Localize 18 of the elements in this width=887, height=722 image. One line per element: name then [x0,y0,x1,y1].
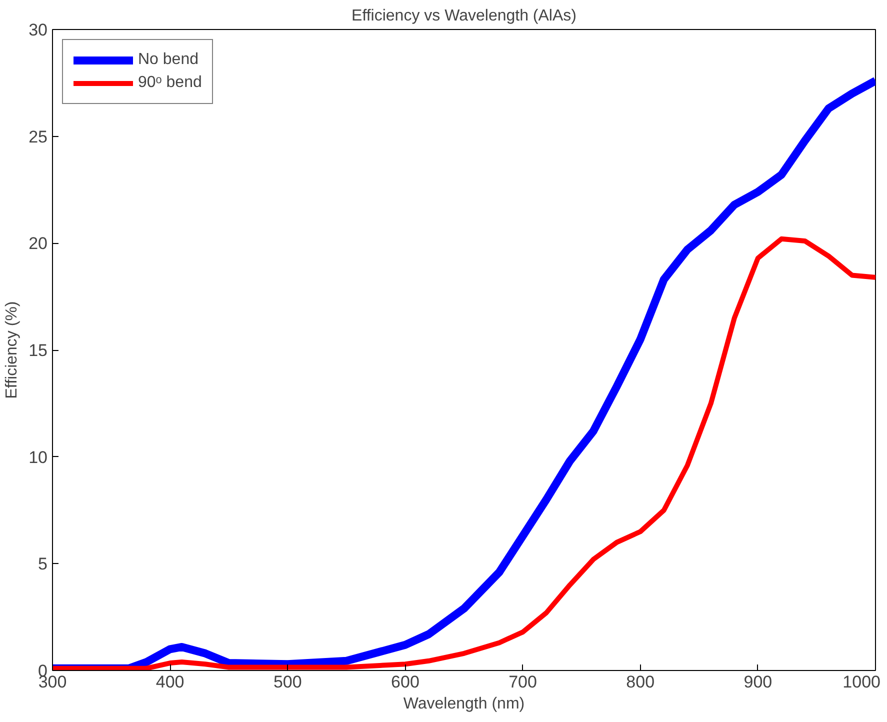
x-tick-label: 900 [744,672,772,692]
x-axis-title: Wavelength (nm) [403,696,525,712]
y-tick-label: 15 [28,341,48,360]
x-tick-label: 700 [508,672,537,692]
legend-label: 90ᵒ bend [138,74,202,92]
legend-label: No bend [138,51,198,69]
x-tick-label: 1000 [842,672,881,692]
x-tick-label: 500 [273,672,302,692]
y-tick-label: 30 [28,20,48,40]
x-tick-label: 600 [391,672,420,692]
x-tick-label: 800 [626,672,655,692]
y-tick-label: 5 [38,554,48,574]
y-tick-label: 20 [28,234,48,254]
y-axis-title: Efficiency (%) [4,301,21,399]
chart-title: Efficiency vs Wavelength (AlAs) [352,8,576,24]
x-tick-label: 400 [156,672,184,692]
y-tick-label: 10 [28,448,48,467]
y-tick-label: 25 [28,127,48,146]
